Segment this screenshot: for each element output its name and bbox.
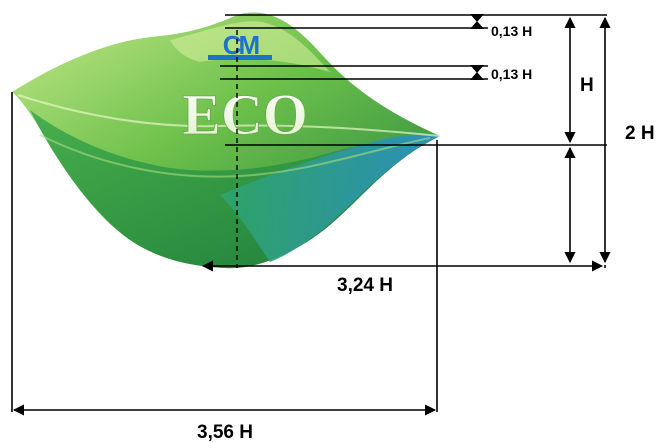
stripe-arrow-top [470, 14, 484, 29]
leaf-logo: CM ECO [12, 12, 441, 269]
leaf-blue-band [220, 134, 440, 262]
label-stripe-mid: 0,13 H [491, 66, 532, 82]
label-width-outer: 3,56 H [197, 422, 253, 443]
leaf-vein-1 [17, 94, 441, 137]
brand-underline [208, 55, 272, 60]
eco-word: ECO [182, 82, 308, 147]
brand-mark: CM [223, 30, 259, 60]
leaf-vein-2 [39, 134, 431, 178]
stripe-arrow-mid [470, 65, 484, 80]
label-stripe-top: 0,13 H [491, 23, 532, 39]
label-width-inner: 3,24 H [337, 275, 393, 296]
reference-lines [11, 14, 607, 412]
label-height-h: H [580, 75, 594, 96]
label-height-total: 2 H [625, 123, 655, 144]
